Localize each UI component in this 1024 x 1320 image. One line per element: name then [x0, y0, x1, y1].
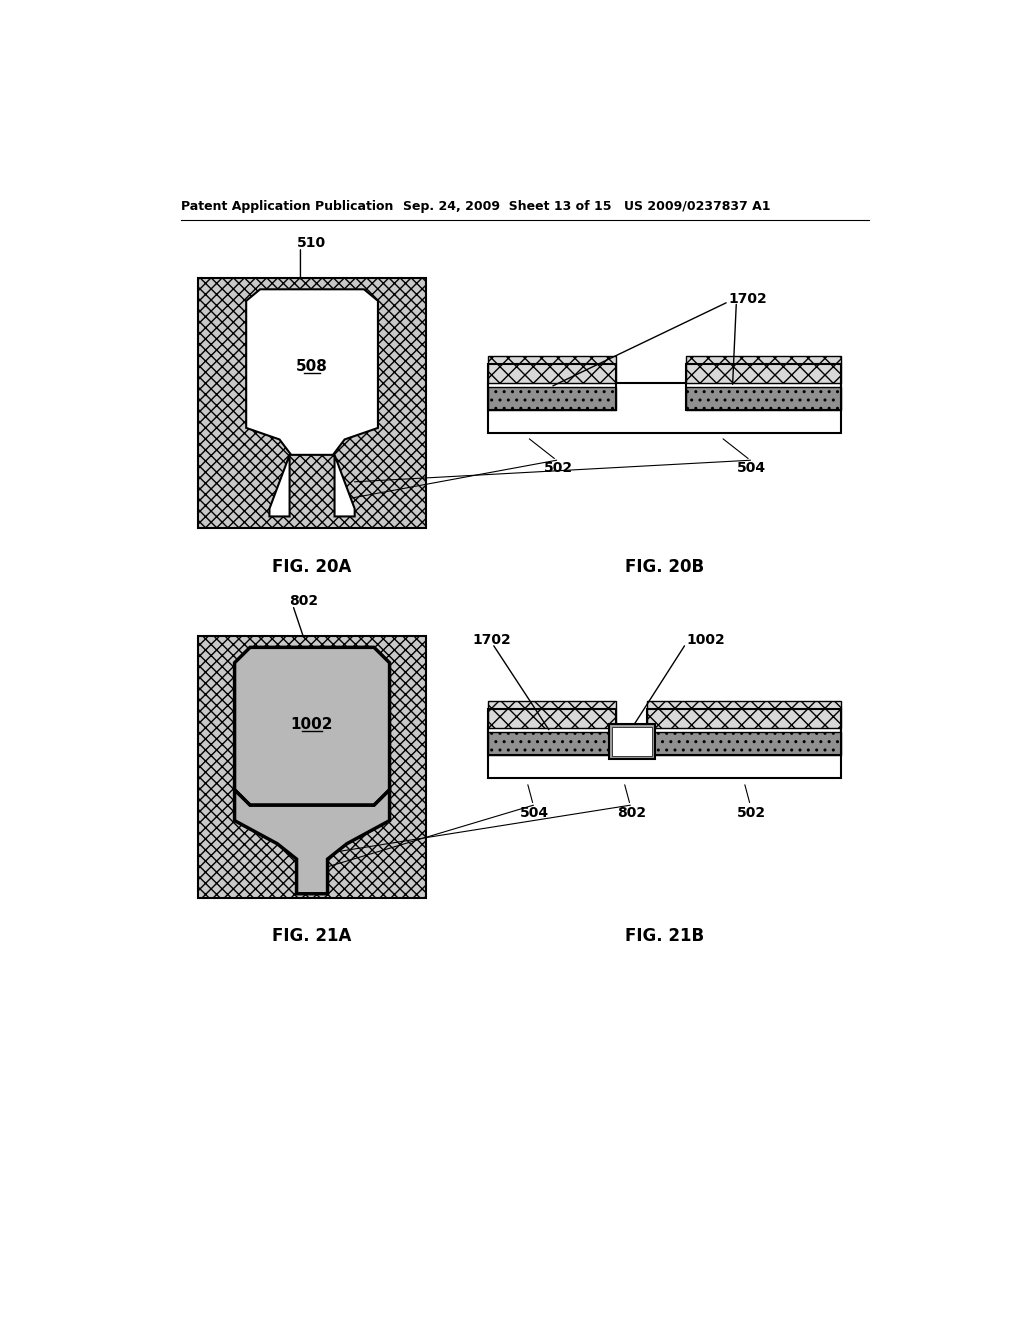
Text: FIG. 21A: FIG. 21A	[272, 927, 352, 945]
Text: 1002: 1002	[291, 717, 334, 731]
Bar	[488, 709, 616, 755]
Bar	[686, 356, 841, 383]
Bar	[647, 701, 841, 729]
Text: FIG. 20B: FIG. 20B	[625, 557, 705, 576]
Bar	[647, 709, 841, 755]
Text: 802: 802	[617, 807, 646, 820]
Text: 1002: 1002	[686, 632, 725, 647]
Bar	[488, 364, 616, 411]
Bar	[488, 701, 616, 729]
Bar	[198, 277, 426, 528]
Text: 510: 510	[297, 236, 326, 249]
Text: 502: 502	[544, 461, 572, 475]
Text: 802: 802	[289, 594, 317, 609]
Bar	[488, 356, 616, 383]
Text: 504: 504	[737, 461, 766, 475]
Bar	[488, 729, 841, 779]
Polygon shape	[246, 289, 378, 455]
Text: 502: 502	[737, 807, 766, 820]
Bar	[686, 387, 841, 411]
Text: Sep. 24, 2009  Sheet 13 of 15: Sep. 24, 2009 Sheet 13 of 15	[403, 199, 611, 213]
Text: 1702: 1702	[473, 632, 512, 647]
Bar	[611, 727, 652, 756]
Bar	[488, 387, 616, 411]
Bar	[608, 725, 655, 759]
Polygon shape	[335, 455, 354, 516]
Bar	[488, 733, 616, 755]
Bar	[686, 364, 841, 411]
Bar	[488, 383, 841, 433]
Text: 508: 508	[296, 359, 328, 374]
Polygon shape	[269, 455, 290, 516]
Polygon shape	[234, 789, 389, 894]
Bar	[198, 636, 426, 898]
Text: 504: 504	[520, 807, 550, 820]
Polygon shape	[234, 647, 389, 805]
Bar	[647, 733, 841, 755]
Text: US 2009/0237837 A1: US 2009/0237837 A1	[624, 199, 770, 213]
Text: FIG. 20A: FIG. 20A	[272, 557, 352, 576]
Text: FIG. 21B: FIG. 21B	[625, 927, 705, 945]
Text: Patent Application Publication: Patent Application Publication	[180, 199, 393, 213]
Text: 1702: 1702	[729, 292, 767, 305]
